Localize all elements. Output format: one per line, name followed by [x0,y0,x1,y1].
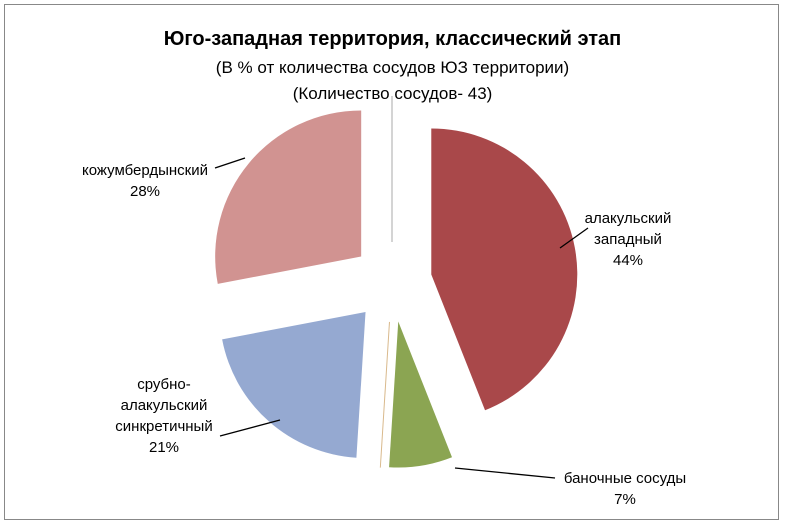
leader-line [214,157,246,169]
data-label-name: баночные сосуды [563,470,687,487]
chart-subtitle: (В % от количества сосудов ЮЗ территории… [215,58,570,77]
data-label: алакульский западный 44% [578,208,678,271]
data-label: срубно-алакульский синкретичный 21% [94,374,234,458]
data-label-name: западный [594,231,662,248]
data-label-name: синкретичный [115,418,213,435]
data-label-percent: 21% [148,439,180,456]
data-label-name: кожумбердынский [82,162,208,179]
data-label-name: алакульский [584,210,672,227]
data-label-name: алакульский [120,397,208,414]
data-label: баночные сосуды 7% [540,468,710,510]
leader-line [559,227,589,249]
chart-subtitle-count: (Количество сосудов- 43) [292,84,493,103]
data-label-percent: 44% [612,252,644,269]
leader-line [219,419,281,437]
chart-border [4,4,779,520]
data-label-name: срубно- [137,376,191,393]
pie-slice [215,110,362,284]
pie-slice [389,321,453,468]
pie-slice [379,321,390,468]
chart-title: Юго-западная территория, классический эт… [163,28,622,50]
pie-slice [222,312,366,458]
data-label-percent: 7% [614,491,636,508]
data-label-percent: 28% [129,183,161,200]
data-label: кожумбердынский 28% [60,160,230,202]
leader-line [454,467,556,479]
pie-slice [431,128,578,411]
